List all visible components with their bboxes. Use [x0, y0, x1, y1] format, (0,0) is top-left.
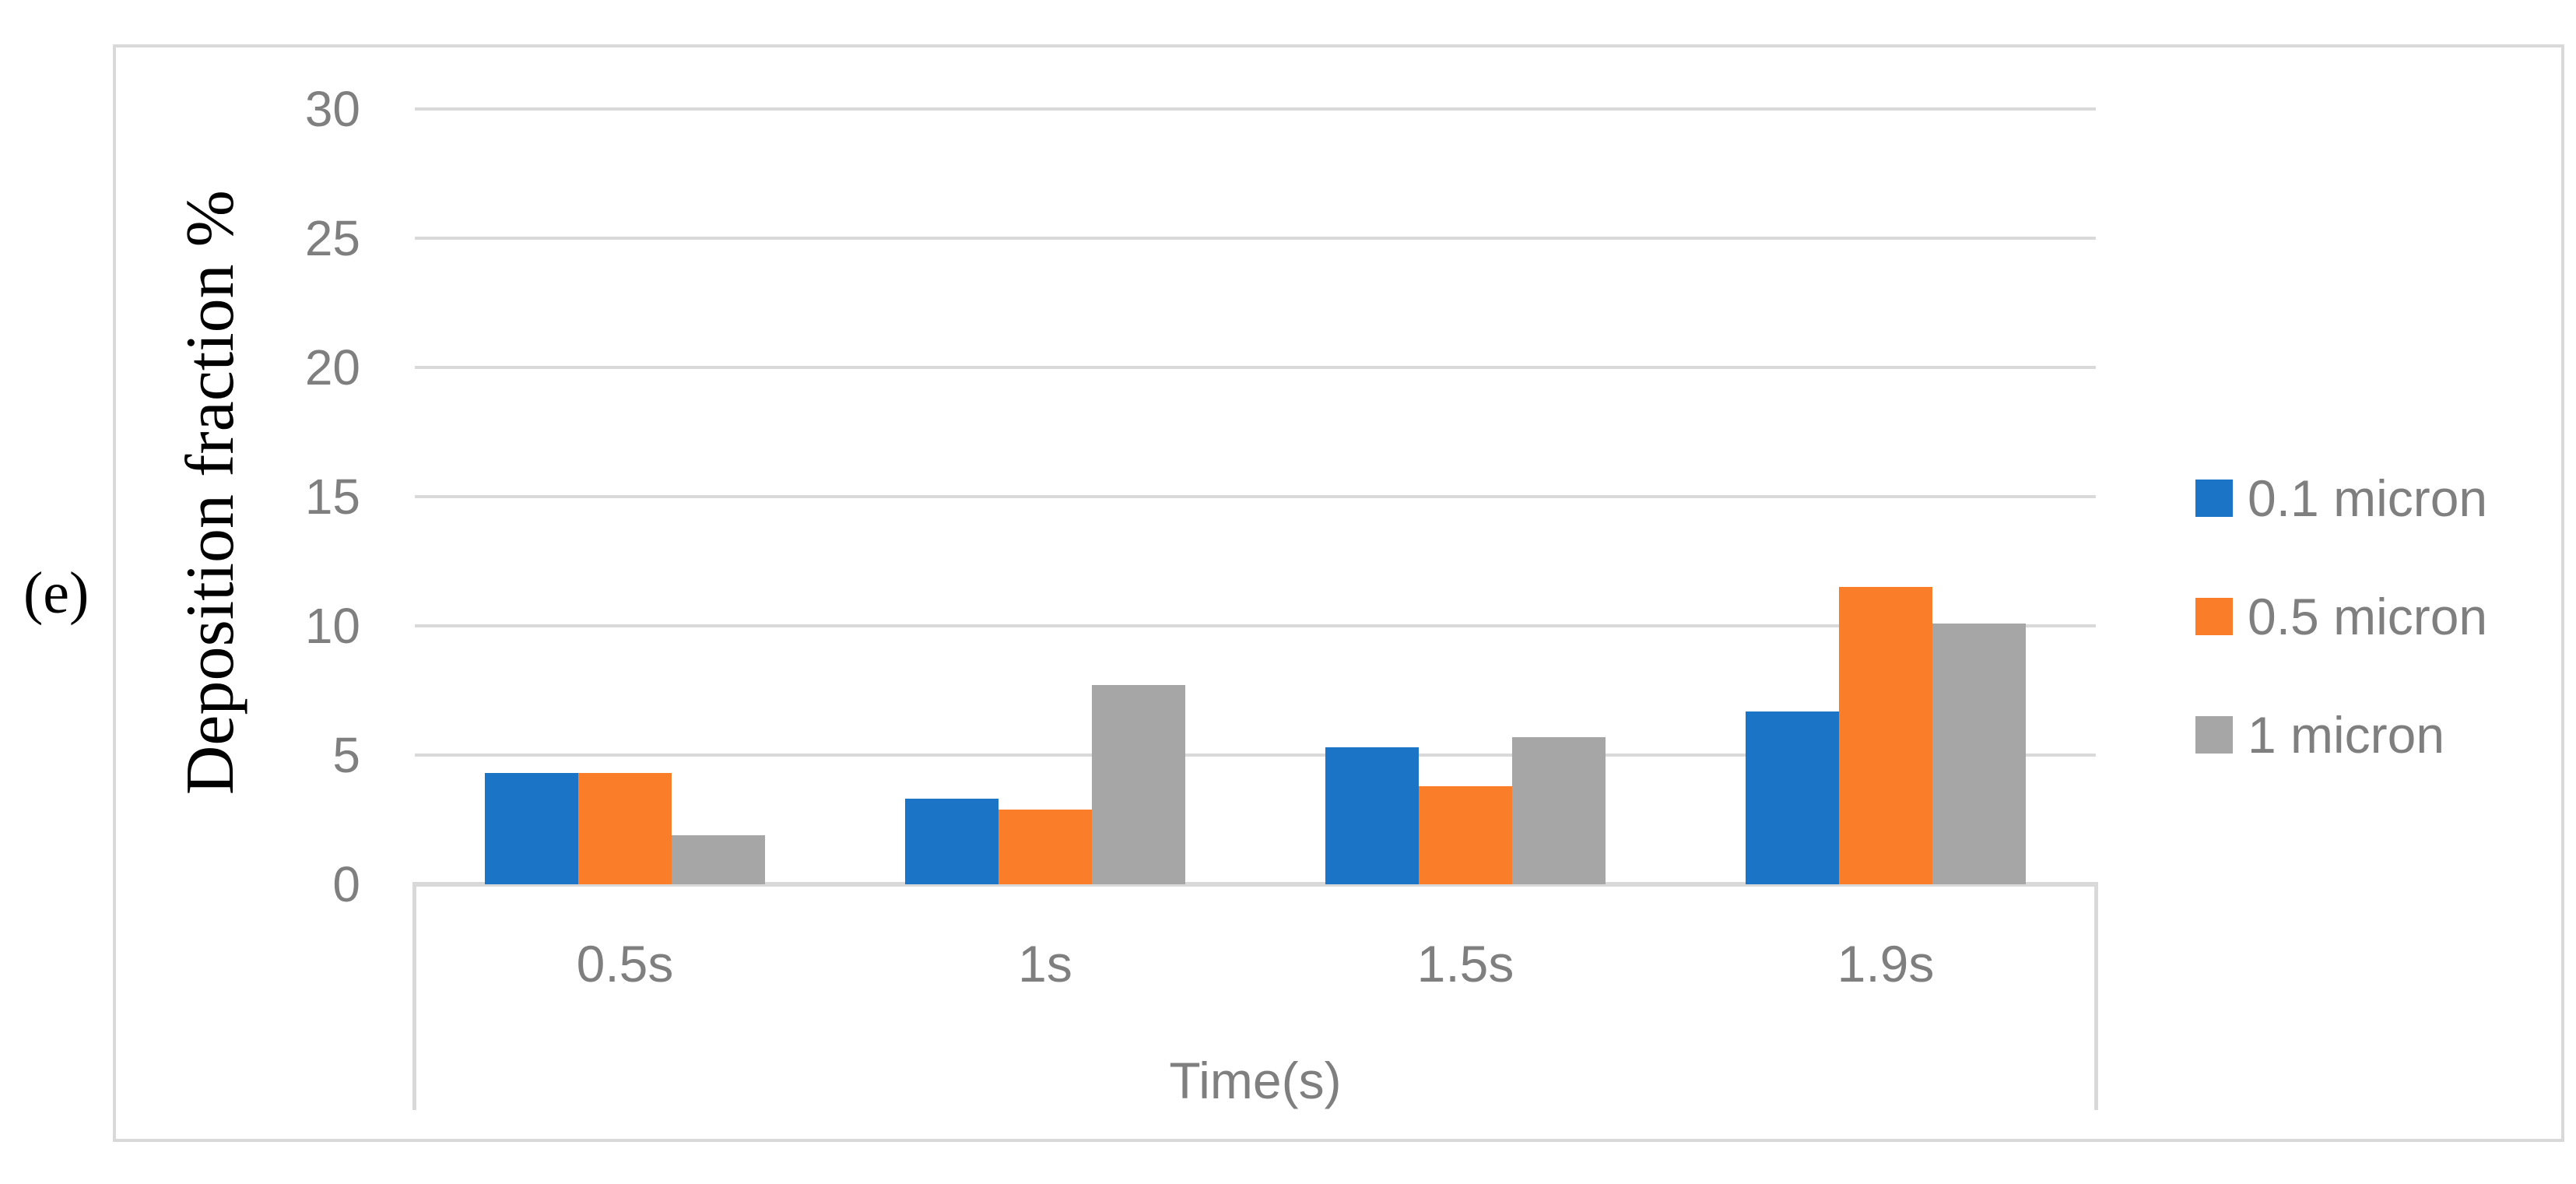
bar-0.1-micron-1.9s — [1746, 711, 1839, 884]
legend-item-1-micron: 1 micron — [2195, 705, 2444, 764]
bar-1-micron-1.9s — [1932, 624, 2026, 884]
bar-1-micron-1.5s — [1512, 737, 1606, 884]
legend-label: 1 micron — [2248, 706, 2445, 764]
gridline-y-25 — [415, 237, 2096, 240]
bar-0.5-micron-1.9s — [1839, 587, 1932, 884]
x-tick-label: 1.5s — [1416, 935, 1514, 993]
axis-end-tick-right — [2094, 884, 2098, 1110]
x-tick-label: 1s — [1018, 935, 1072, 993]
bar-0.5-micron-1.5s — [1419, 786, 1512, 884]
gridline-y-30 — [415, 107, 2096, 111]
legend-item-0.1-micron: 0.1 micron — [2195, 469, 2487, 528]
x-tick-label: 0.5s — [576, 935, 674, 993]
axis-end-tick-left — [412, 884, 416, 1110]
gridline-y-15 — [415, 495, 2096, 498]
x-tick-label: 1.9s — [1837, 935, 1935, 993]
y-tick-label: 5 — [332, 727, 360, 783]
bar-0.1-micron-0.5s — [485, 773, 578, 884]
gridline-y-20 — [415, 366, 2096, 369]
x-axis-title: Time(s) — [1169, 1052, 1342, 1109]
y-tick-label: 10 — [304, 598, 360, 654]
legend-swatch-icon — [2195, 480, 2233, 517]
gridline-y-10 — [415, 624, 2096, 627]
legend-label: 0.5 micron — [2248, 588, 2488, 645]
bar-1-micron-0.5s — [672, 835, 765, 884]
y-tick-label: 30 — [304, 81, 360, 137]
chart-area-border — [113, 44, 2564, 1142]
y-tick-label: 0 — [332, 856, 360, 912]
figure-label: (e) — [23, 560, 89, 626]
legend-swatch-icon — [2195, 716, 2233, 754]
bar-1-micron-1s — [1092, 685, 1185, 884]
bar-0.5-micron-1s — [998, 810, 1092, 884]
y-tick-label: 20 — [304, 339, 360, 395]
bar-0.1-micron-1.5s — [1325, 747, 1419, 884]
y-tick-label: 25 — [304, 210, 360, 266]
legend-swatch-icon — [2195, 598, 2233, 635]
legend-item-0.5-micron: 0.5 micron — [2195, 587, 2487, 646]
x-axis-line — [412, 882, 2098, 887]
bar-0.5-micron-0.5s — [578, 773, 672, 884]
gridline-y-5 — [415, 754, 2096, 757]
legend-label: 0.1 micron — [2248, 469, 2488, 527]
y-tick-label: 15 — [304, 469, 360, 525]
bar-0.1-micron-1s — [905, 799, 998, 884]
